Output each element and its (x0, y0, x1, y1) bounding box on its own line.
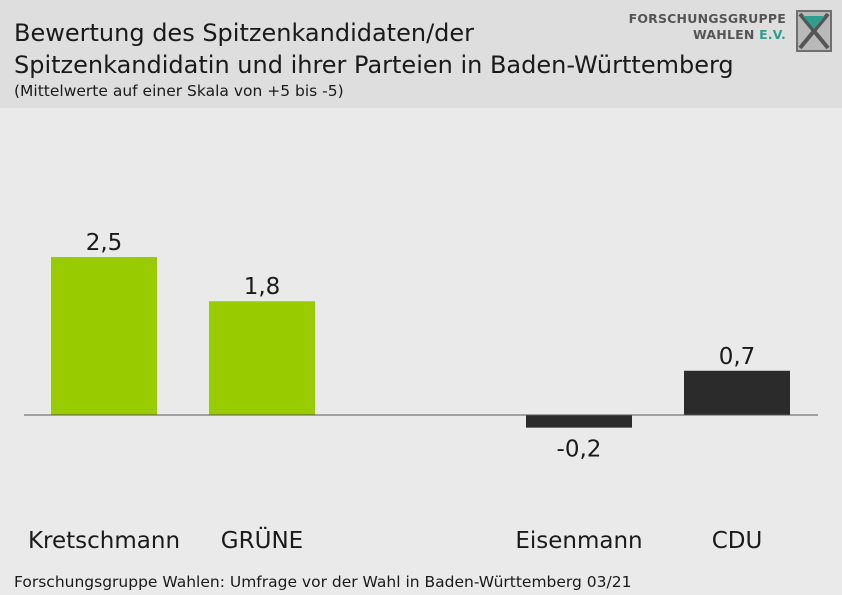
fgw-x-logo-icon (796, 10, 832, 52)
category-label-0: Kretschmann (27, 528, 181, 554)
chart-title-line-1: Bewertung des Spitzenkandidaten/der (14, 19, 475, 47)
chart-subtitle: (Mittelwerte auf einer Skala von +5 bis … (14, 82, 344, 100)
header-band: Bewertung des Spitzenkandidaten/der Spit… (0, 0, 842, 108)
value-label-0: 2,5 (86, 230, 123, 256)
category-label-2: Eisenmann (515, 528, 643, 554)
logo-text-ev: E.V. (759, 27, 786, 42)
bar-3 (684, 370, 790, 415)
logo-text-wahlen: WAHLEN (693, 27, 755, 42)
logo-text-line-1: FORSCHUNGSGRUPPE (628, 11, 786, 26)
value-label-1: 1,8 (244, 274, 281, 300)
category-label-3: CDU (711, 528, 763, 554)
bar-0 (51, 257, 157, 415)
category-label-1: GRÜNE (220, 528, 304, 554)
value-label-2: -0,2 (557, 437, 602, 463)
source-note: Forschungsgruppe Wahlen: Umfrage vor der… (14, 573, 632, 591)
chart-title-line-2: Spitzenkandidatin und ihrer Parteien in … (14, 51, 734, 79)
value-label-3: 0,7 (719, 344, 756, 370)
bar-2 (526, 415, 632, 428)
fgw-logo: FORSCHUNGSGRUPPE WAHLEN E.V. (629, 9, 836, 55)
logo-text-line-2: WAHLEN E.V. (693, 28, 786, 42)
bar-1 (209, 301, 315, 415)
